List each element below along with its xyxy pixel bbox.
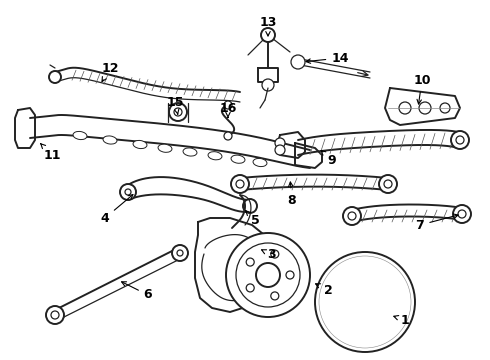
Text: 6: 6 xyxy=(122,282,152,302)
Circle shape xyxy=(172,245,188,261)
Text: 3: 3 xyxy=(262,248,276,261)
Ellipse shape xyxy=(183,148,197,156)
Circle shape xyxy=(246,258,254,266)
Ellipse shape xyxy=(231,155,245,163)
Circle shape xyxy=(458,210,466,218)
Ellipse shape xyxy=(103,136,117,144)
Circle shape xyxy=(46,306,64,324)
Circle shape xyxy=(169,103,187,121)
Circle shape xyxy=(341,313,349,321)
Circle shape xyxy=(419,102,431,114)
Circle shape xyxy=(174,108,182,116)
Circle shape xyxy=(341,283,349,291)
Circle shape xyxy=(369,322,377,330)
Text: 1: 1 xyxy=(394,314,409,327)
Text: 8: 8 xyxy=(288,182,296,207)
Ellipse shape xyxy=(253,158,267,167)
Circle shape xyxy=(275,145,285,155)
Text: 14: 14 xyxy=(306,51,349,64)
Circle shape xyxy=(369,274,377,282)
Circle shape xyxy=(347,284,383,320)
Circle shape xyxy=(343,207,361,225)
Circle shape xyxy=(49,71,61,83)
Circle shape xyxy=(353,290,377,314)
Circle shape xyxy=(256,263,280,287)
Circle shape xyxy=(329,266,401,338)
Circle shape xyxy=(224,101,232,109)
Circle shape xyxy=(236,180,244,188)
Text: 16: 16 xyxy=(220,102,237,117)
Circle shape xyxy=(262,79,274,91)
Circle shape xyxy=(323,260,407,344)
Circle shape xyxy=(315,252,415,352)
Circle shape xyxy=(384,180,392,188)
Text: 15: 15 xyxy=(166,95,184,114)
Circle shape xyxy=(386,298,394,306)
Circle shape xyxy=(125,189,131,195)
Ellipse shape xyxy=(158,144,172,152)
Circle shape xyxy=(226,233,310,317)
Ellipse shape xyxy=(133,140,147,149)
Text: 13: 13 xyxy=(259,15,277,36)
Text: 11: 11 xyxy=(41,144,61,162)
Circle shape xyxy=(261,28,275,42)
Circle shape xyxy=(224,132,232,140)
Text: 5: 5 xyxy=(245,211,259,226)
Text: 9: 9 xyxy=(321,150,336,166)
Circle shape xyxy=(440,103,450,113)
Circle shape xyxy=(231,175,249,193)
Circle shape xyxy=(399,102,411,114)
Circle shape xyxy=(275,138,285,148)
Circle shape xyxy=(456,136,464,144)
Ellipse shape xyxy=(73,131,87,140)
Circle shape xyxy=(319,256,411,348)
Circle shape xyxy=(337,274,393,330)
Circle shape xyxy=(379,175,397,193)
Text: 12: 12 xyxy=(101,62,119,81)
Circle shape xyxy=(453,205,471,223)
Ellipse shape xyxy=(208,152,222,160)
Circle shape xyxy=(246,284,254,292)
Circle shape xyxy=(348,212,356,220)
Text: 7: 7 xyxy=(416,214,458,231)
Circle shape xyxy=(243,199,257,213)
Circle shape xyxy=(236,243,300,307)
Circle shape xyxy=(51,311,59,319)
Circle shape xyxy=(291,55,305,69)
Circle shape xyxy=(271,250,279,258)
Text: 10: 10 xyxy=(413,73,431,104)
Text: 4: 4 xyxy=(100,195,133,225)
Circle shape xyxy=(451,131,469,149)
Circle shape xyxy=(286,271,294,279)
Circle shape xyxy=(177,250,183,256)
Circle shape xyxy=(120,184,136,200)
Circle shape xyxy=(271,292,279,300)
Text: 2: 2 xyxy=(316,284,332,297)
